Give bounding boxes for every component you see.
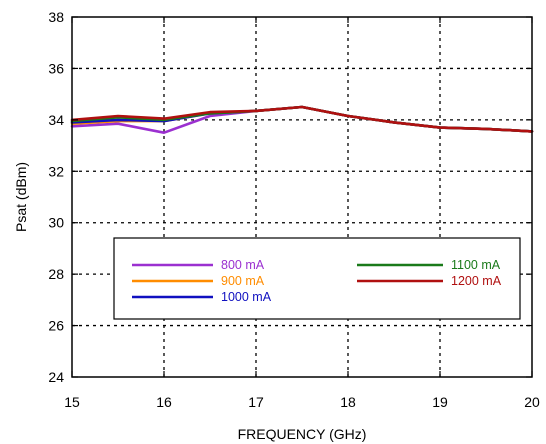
y-axis-label: Psat (dBm): [13, 162, 29, 232]
x-tick-label: 18: [340, 394, 356, 410]
series-line-1200-ma: [70, 105, 534, 133]
y-tick-label: 24: [48, 369, 64, 385]
axis-ticks: 15 16 17 18 19 20 24 26 28 30 32 34 36 38: [48, 9, 540, 410]
legend-label-1000-ma: 1000 mA: [221, 290, 272, 304]
legend-label-900-ma: 900 mA: [221, 274, 265, 288]
y-tick-label: 30: [48, 215, 64, 231]
y-tick-label: 28: [48, 266, 64, 282]
grid: [72, 17, 532, 377]
legend-box: [113, 237, 521, 320]
legend-label-1100-ma: 1100 mA: [451, 258, 501, 272]
x-tick-label: 15: [64, 394, 80, 410]
x-tick-label: 20: [524, 394, 540, 410]
x-tick-label: 19: [432, 394, 448, 410]
legend-label-1200-ma: 1200 mA: [451, 274, 502, 288]
plot-frame: [71, 16, 533, 378]
x-tick-label: 17: [248, 394, 264, 410]
y-tick-label: 36: [48, 60, 64, 76]
legend: 800 mA 900 mA 1000 mA 1100 mA 1200 mA: [113, 237, 521, 320]
y-tick-label: 38: [48, 9, 64, 25]
series-lines: [70, 105, 534, 134]
legend-label-800-ma: 800 mA: [221, 258, 265, 272]
x-axis-label: FREQUENCY (GHz): [238, 426, 367, 442]
x-tick-label: 16: [156, 394, 172, 410]
y-tick-label: 32: [48, 163, 64, 179]
y-tick-label: 34: [48, 112, 64, 128]
y-tick-label: 26: [48, 318, 64, 334]
